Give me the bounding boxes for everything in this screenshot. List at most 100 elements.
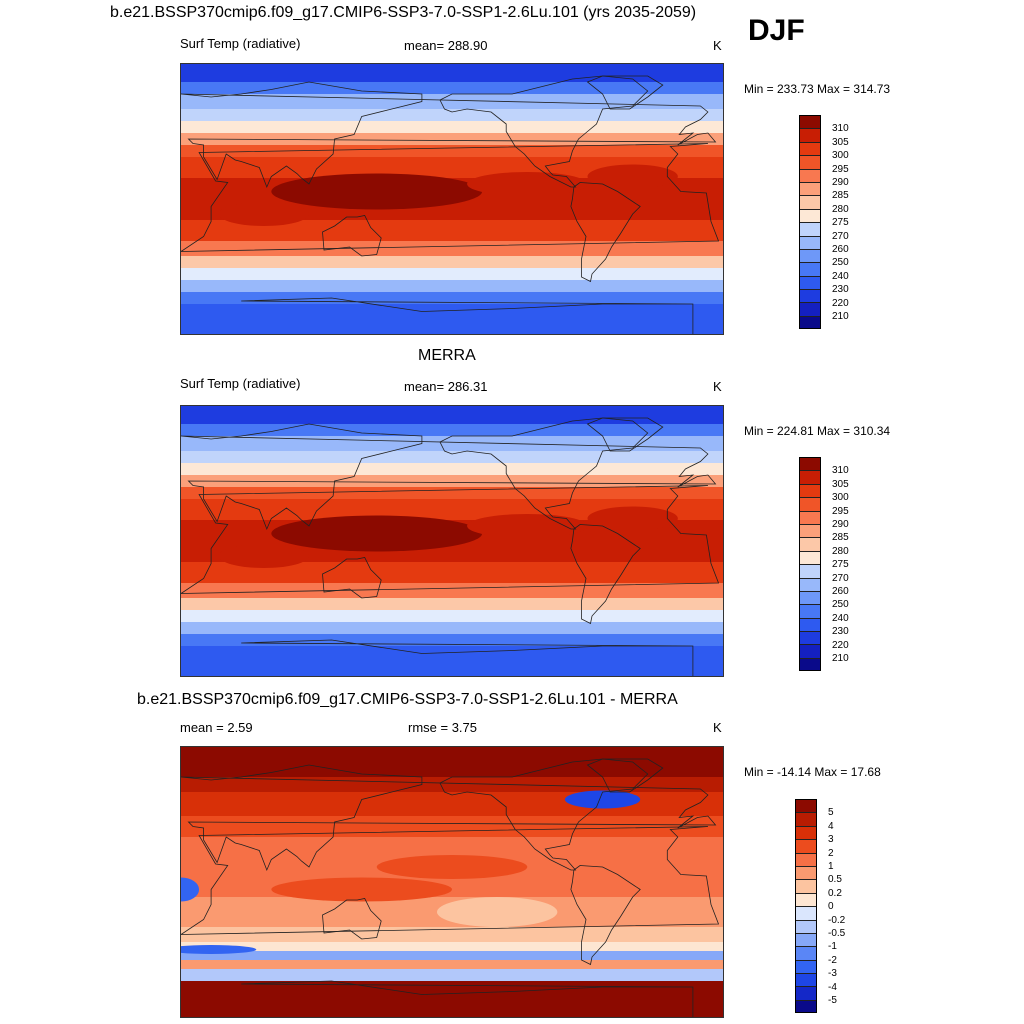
map-band xyxy=(181,969,723,982)
coastline xyxy=(586,75,664,110)
map-band xyxy=(181,241,723,257)
colorbar-swatch xyxy=(800,169,820,183)
colorbar-swatch xyxy=(800,645,820,659)
colorbar-swatch xyxy=(800,303,820,317)
colorbar-swatch xyxy=(796,826,816,841)
colorbar-swatch xyxy=(796,840,816,854)
colorbar-swatch xyxy=(796,853,816,867)
colorbar-swatch xyxy=(800,263,820,277)
colorbar-tick-label: 295 xyxy=(832,163,849,175)
map-band xyxy=(181,646,723,676)
colorbar-tick-label: 2 xyxy=(828,847,834,859)
map-band xyxy=(181,816,723,838)
map-band xyxy=(181,64,723,83)
map-band xyxy=(181,94,723,110)
map-band xyxy=(181,280,723,293)
map-band xyxy=(181,145,723,158)
map-field xyxy=(181,747,723,1017)
map-band xyxy=(181,256,723,269)
colorbar-tick-label: 300 xyxy=(832,150,849,162)
panel-1-map xyxy=(180,63,724,335)
colorbar-swatch xyxy=(796,1000,816,1013)
colorbar-tick-label: 310 xyxy=(832,465,849,477)
colorbar-tick-label: 290 xyxy=(832,519,849,530)
map-band xyxy=(181,499,723,521)
colorbar-swatch xyxy=(800,632,820,646)
map-band xyxy=(181,133,723,146)
colorbar-swatch xyxy=(800,618,820,633)
colorbar-tick-label: 275 xyxy=(832,559,849,571)
colorbar-tick-label: 0.2 xyxy=(828,887,842,899)
colorbar-tick-label: 250 xyxy=(832,257,849,269)
colorbar-swatch xyxy=(796,800,816,814)
map-anomaly-blob xyxy=(467,172,588,196)
colorbar-tick-label: 210 xyxy=(832,311,849,322)
colorbar-tick-label: 230 xyxy=(832,626,849,638)
colorbar-swatch xyxy=(796,947,816,961)
coastline xyxy=(181,485,720,594)
coastline xyxy=(570,865,641,966)
colorbar-tick-label: -4 xyxy=(828,981,837,993)
map-band xyxy=(181,487,723,500)
colorbar-swatch xyxy=(800,209,820,224)
colorbar-swatch xyxy=(800,316,820,329)
colorbar-swatch xyxy=(800,498,820,512)
panel-3-mean-label: mean = 2.59 xyxy=(180,720,253,735)
colorbar-tick-label: 260 xyxy=(832,244,849,255)
map-band xyxy=(181,475,723,488)
season-label: DJF xyxy=(748,14,805,47)
coastline xyxy=(439,417,649,530)
map-field xyxy=(181,64,723,334)
map-band xyxy=(181,436,723,452)
map-anomaly-blob xyxy=(376,855,528,879)
colorbar-swatch xyxy=(800,578,820,592)
coastline xyxy=(181,826,720,935)
colorbar-swatch xyxy=(796,960,816,975)
colorbar-tick-label: 300 xyxy=(832,492,849,504)
colorbar-tick-label: 250 xyxy=(832,599,849,611)
coastline xyxy=(241,639,694,676)
colorbar-swatch xyxy=(800,565,820,579)
map-band xyxy=(181,304,723,334)
colorbar-swatch xyxy=(796,987,816,1001)
colorbar-tick-label: -3 xyxy=(828,968,837,980)
map-band xyxy=(181,121,723,134)
colorbar-tick-label: 220 xyxy=(832,639,849,651)
colorbar-swatch xyxy=(800,458,820,472)
panel-1-variable-label: Surf Temp (radiative) xyxy=(180,36,301,51)
colorbar-tick-label: 220 xyxy=(832,297,849,309)
panel-2-variable-label: Surf Temp (radiative) xyxy=(180,376,301,391)
colorbar-tick-label: 4 xyxy=(828,820,834,832)
colorbar-tick-label: 305 xyxy=(832,478,849,490)
colorbar-swatch xyxy=(800,156,820,170)
panel-2-title: MERRA xyxy=(418,347,476,364)
colorbar-tick-label: 210 xyxy=(832,653,849,664)
coastline xyxy=(586,758,664,793)
map-band xyxy=(181,927,723,943)
colorbar-swatch xyxy=(800,471,820,485)
panel-2-mean-label: mean= 286.31 xyxy=(404,379,488,394)
colorbar-box xyxy=(799,457,821,672)
map-band xyxy=(181,583,723,599)
map-band xyxy=(181,424,723,437)
colorbar-tick-label: 5 xyxy=(828,807,834,819)
colorbar-tick-label: 280 xyxy=(832,545,849,557)
colorbar-tick-label: 1 xyxy=(828,861,834,872)
map-band xyxy=(181,598,723,611)
map-band xyxy=(181,777,723,793)
panel-3-title: b.e21.BSSP370cmip6.f09_g17.CMIP6-SSP3-7.… xyxy=(137,691,678,708)
coastline xyxy=(322,215,382,257)
map-anomaly-blob xyxy=(271,515,483,552)
colorbar-swatch xyxy=(796,866,816,881)
coastline xyxy=(241,297,694,334)
colorbar-swatch xyxy=(800,116,820,130)
coastline xyxy=(439,75,649,188)
panel-3-minmax: Min = -14.14 Max = 17.68 xyxy=(744,765,881,779)
colorbar-swatch xyxy=(800,551,820,566)
map-anomaly-blob xyxy=(587,506,678,531)
panel-2-minmax: Min = 224.81 Max = 310.34 xyxy=(744,424,891,438)
map-band xyxy=(181,109,723,122)
map-anomaly-blob xyxy=(181,945,257,954)
map-band xyxy=(181,157,723,179)
colorbar-swatch xyxy=(796,907,816,921)
